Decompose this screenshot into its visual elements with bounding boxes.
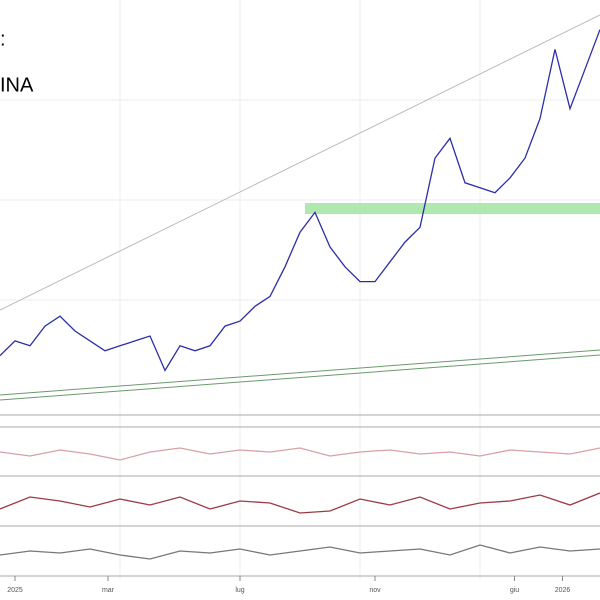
- x-tick-label: lug: [235, 587, 244, 594]
- background-grid: [0, 0, 600, 580]
- x-tick-label: giu: [510, 587, 519, 594]
- x-tick-label: 2025: [7, 587, 23, 594]
- x-tick-label: 2026: [555, 587, 571, 594]
- x-tick-label: nov: [369, 587, 381, 594]
- x-tick-label: mar: [102, 587, 115, 594]
- channel-line: [0, 349, 600, 396]
- price-line: [0, 544, 600, 560]
- header-line: :: [0, 28, 6, 50]
- price-line: [0, 447, 600, 461]
- trend-line: [0, 14, 600, 311]
- header-title: INA: [0, 74, 34, 96]
- panel-separators: [0, 414, 600, 577]
- price-line: [0, 492, 600, 514]
- channel-line: [0, 354, 600, 401]
- support-zone: [305, 203, 600, 214]
- price-line: [0, 29, 600, 372]
